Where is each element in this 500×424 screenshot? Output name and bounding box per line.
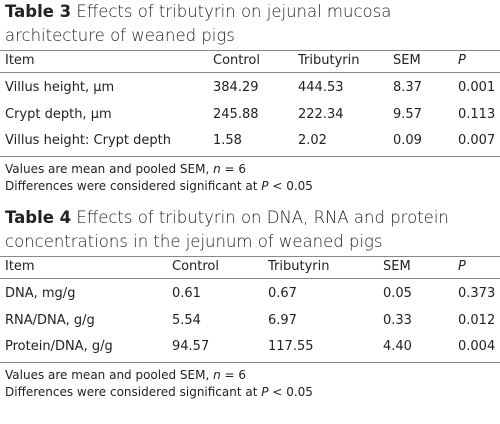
table-cell: 0.007 — [458, 133, 496, 148]
table-caption: Effects of tributyrin on DNA, RNA and pr… — [5, 208, 449, 251]
footnote-text: < 0.05 — [268, 385, 313, 399]
footnote: Values are mean and pooled SEM, n = 6 — [5, 162, 246, 176]
table-cell: 0.373 — [458, 286, 496, 301]
table-cell: 117.55 — [268, 339, 314, 354]
footnote: Differences were considered significant … — [5, 179, 313, 193]
table-cell: 2.02 — [298, 133, 327, 148]
column-header: Tributyrin — [298, 53, 360, 68]
table-cell: 444.53 — [298, 80, 344, 95]
footnote: Differences were considered significant … — [5, 385, 313, 399]
table-cell: Protein/DNA, g/g — [5, 339, 113, 354]
table-title: Table 4 Effects of tributyrin on DNA, RN… — [5, 206, 485, 254]
rule — [0, 362, 500, 363]
table-cell: 4.40 — [383, 339, 412, 354]
footnote-text: Differences were considered significant … — [5, 179, 262, 193]
table-cell: Villus height: Crypt depth — [5, 133, 171, 148]
table-cell: 0.113 — [458, 106, 496, 122]
table-cell: Crypt depth, μm — [5, 106, 112, 122]
table-cell: DNA, mg/g — [5, 286, 76, 301]
rule — [0, 50, 500, 51]
footnote-text: < 0.05 — [268, 179, 313, 193]
rule — [0, 72, 500, 73]
table-cell: 6.97 — [268, 312, 297, 328]
table-cell: 94.57 — [172, 339, 210, 354]
column-header: Item — [5, 53, 35, 68]
rule — [0, 256, 500, 257]
column-header: P — [458, 53, 466, 68]
column-header: SEM — [383, 259, 411, 274]
footnote-text: Values are mean and pooled SEM, — [5, 162, 214, 176]
table-cell: 0.004 — [458, 339, 496, 354]
column-header: Control — [213, 53, 260, 68]
footnote-text: Differences were considered significant … — [5, 385, 262, 399]
column-header: SEM — [393, 53, 421, 68]
table-cell: 0.001 — [458, 80, 496, 95]
table-cell: 1.58 — [213, 133, 242, 148]
column-header: P — [458, 259, 466, 274]
table-cell: 8.37 — [393, 80, 422, 95]
table-cell: 0.33 — [383, 312, 412, 328]
table-cell: 9.57 — [393, 106, 422, 122]
table-label: Table 3 — [5, 2, 72, 21]
table-cell: 0.67 — [268, 286, 297, 301]
column-header: Item — [5, 259, 35, 274]
table-title: Table 3 Effects of tributyrin on jejunal… — [5, 0, 485, 48]
table-cell: 0.61 — [172, 286, 201, 301]
footnote-text: n — [213, 162, 221, 176]
table-cell: 222.34 — [298, 106, 344, 122]
rule — [0, 278, 500, 279]
footnote-text: = 6 — [220, 368, 247, 382]
table-caption: Effects of tributyrin on jejunal mucosa … — [5, 2, 392, 45]
table-cell: 245.88 — [213, 106, 259, 122]
rule — [0, 156, 500, 157]
footnote-text: n — [213, 368, 221, 382]
table-label: Table 4 — [5, 208, 72, 227]
column-header: Control — [172, 259, 219, 274]
footnote: Values are mean and pooled SEM, n = 6 — [5, 368, 246, 382]
table-cell: 0.09 — [393, 133, 422, 148]
table-cell: RNA/DNA, g/g — [5, 312, 95, 328]
table-cell: Villus height, μm — [5, 80, 115, 95]
table-cell: 0.012 — [458, 312, 496, 328]
footnote-text: Values are mean and pooled SEM, — [5, 368, 214, 382]
table-cell: 384.29 — [213, 80, 259, 95]
table-cell: 5.54 — [172, 312, 201, 328]
table-cell: 0.05 — [383, 286, 412, 301]
column-header: Tributyrin — [268, 259, 330, 274]
footnote-text: P — [261, 385, 269, 399]
footnote-text: P — [261, 179, 269, 193]
footnote-text: = 6 — [220, 162, 247, 176]
